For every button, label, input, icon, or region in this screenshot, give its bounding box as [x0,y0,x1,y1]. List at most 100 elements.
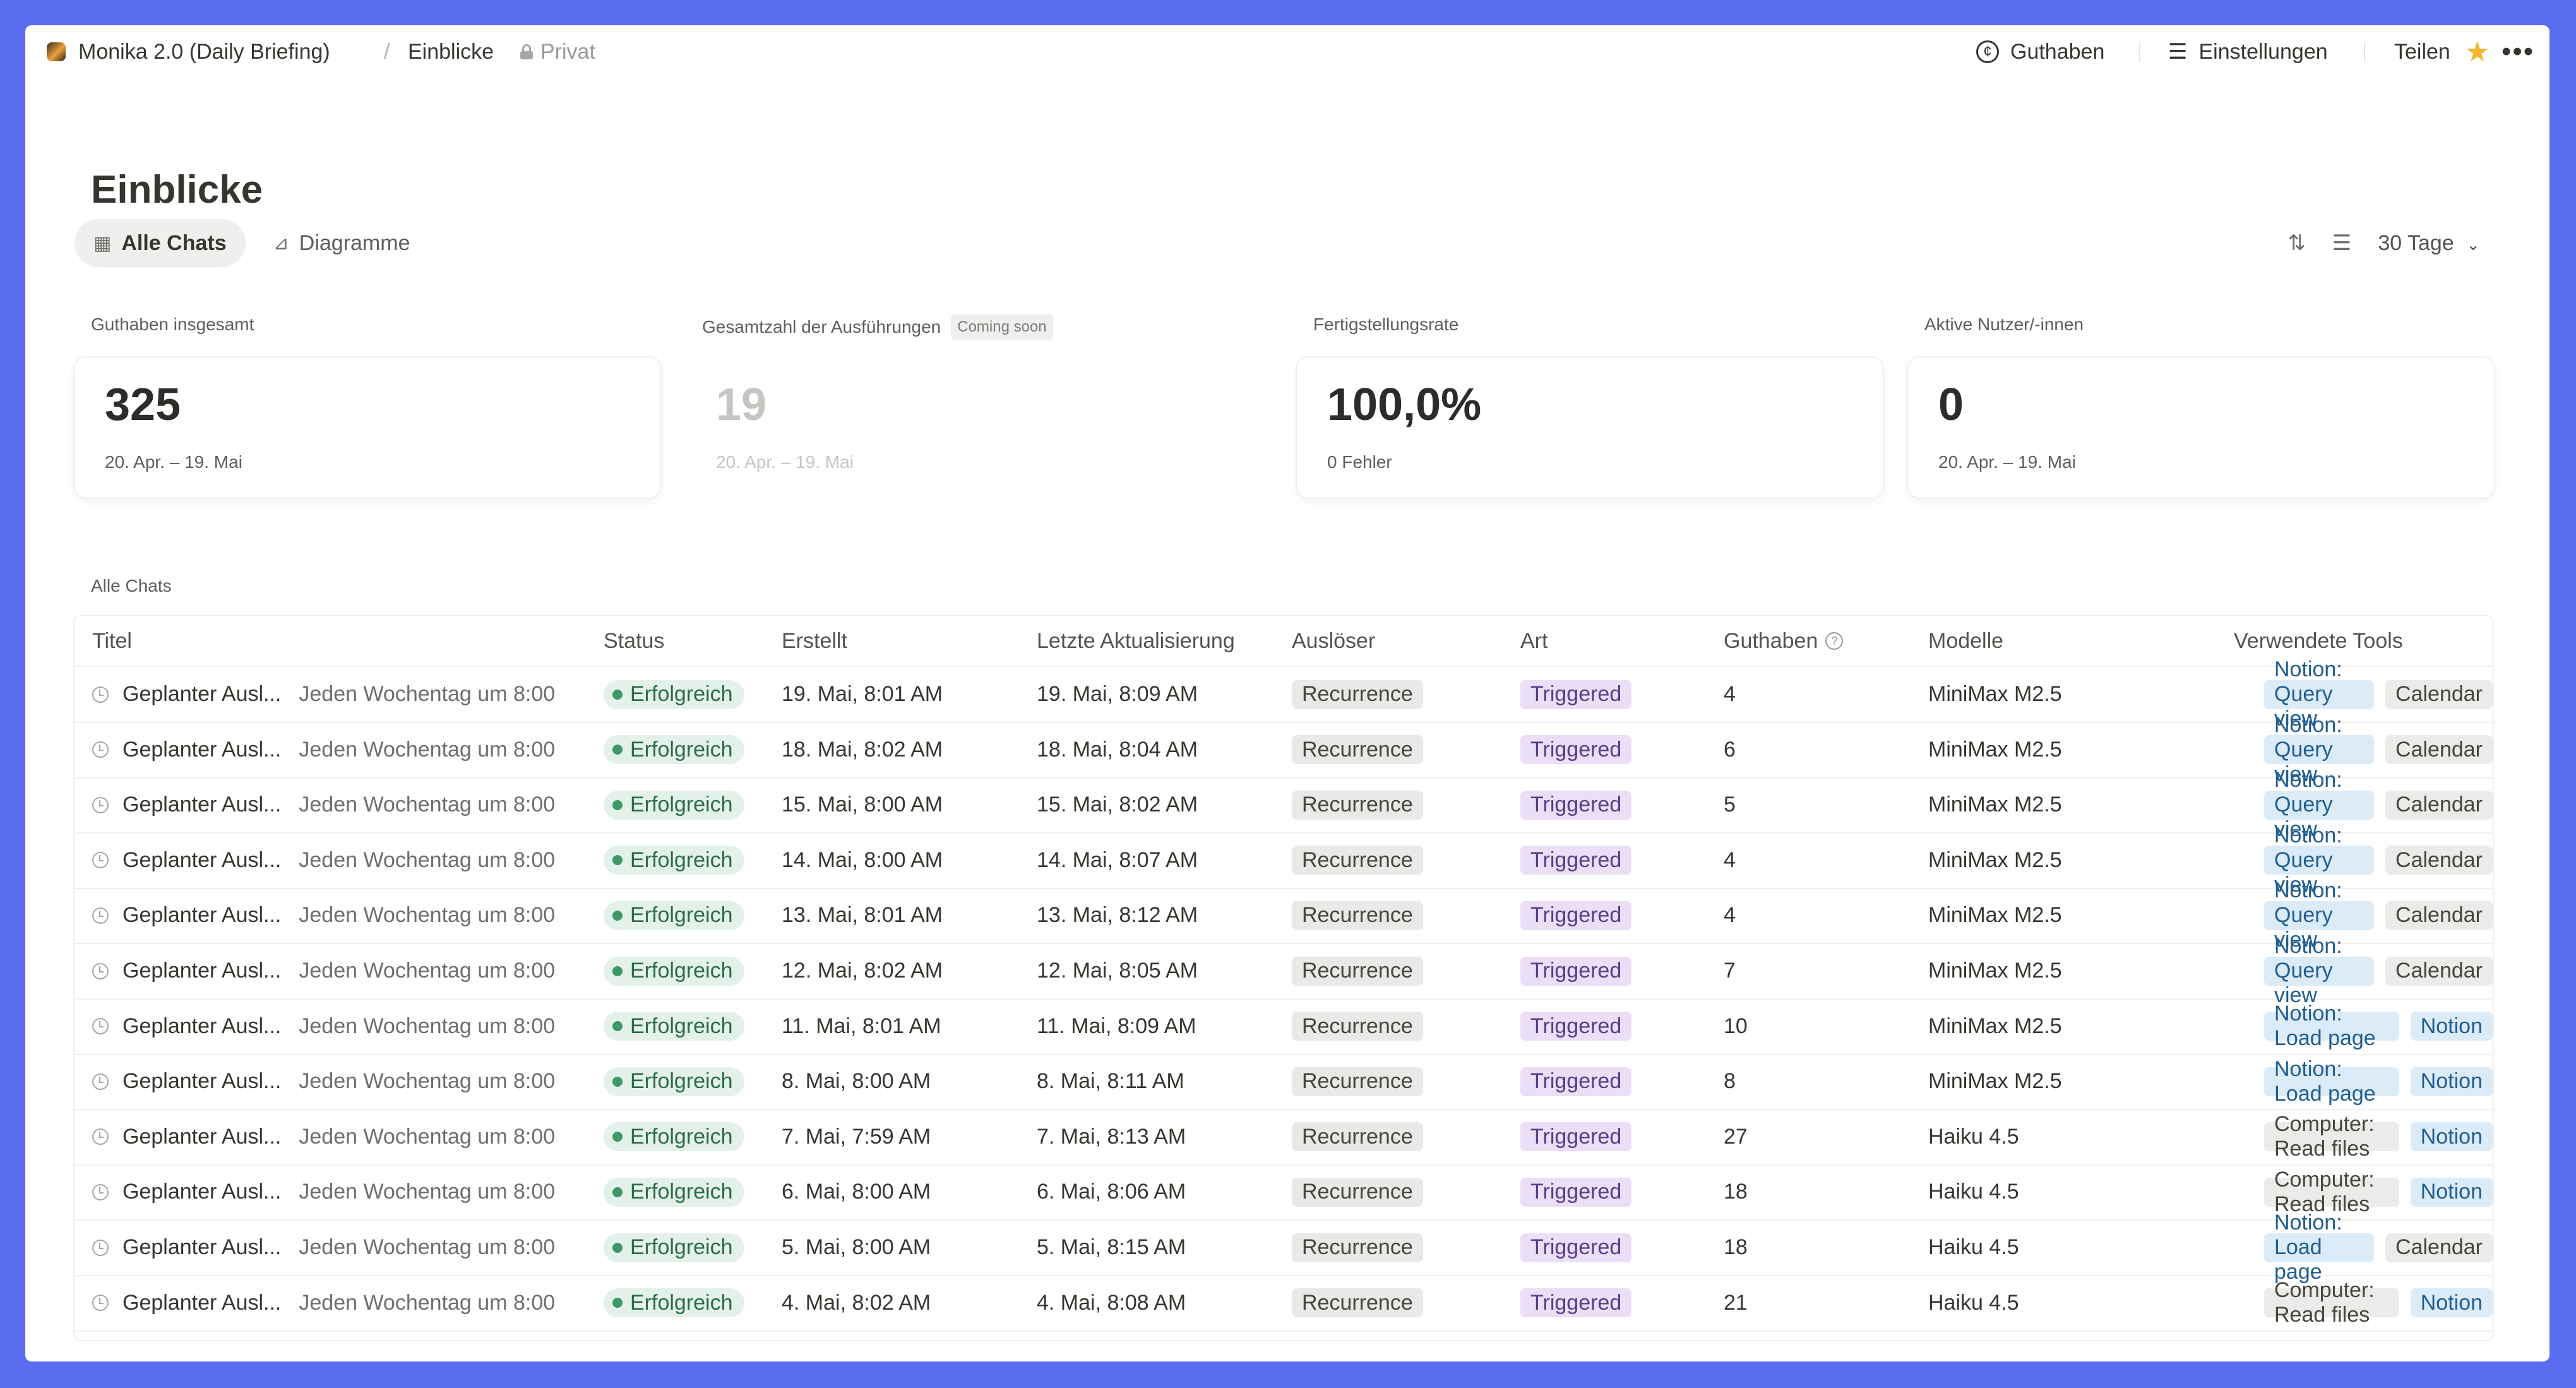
col-status[interactable]: Status [604,628,665,653]
table-row[interactable]: Geplanter Ausl... Jeden Wochentag um 8:00… [75,713,2493,786]
col-updated[interactable]: Letzte Aktualisierung [1037,628,1235,653]
col-models[interactable]: Modelle [1928,628,2004,653]
col-title[interactable]: Titel [92,628,132,653]
status-dot-icon [612,910,623,921]
view-tabs: ▦ Alle Chats ⊿ Diagramme [75,218,429,268]
type-cell: Triggered [1520,1110,1632,1164]
date-range-label: 30 Tage [2378,230,2454,255]
title-cell[interactable]: Geplanter Ausl... Jeden Wochentag um 8:00 [92,888,585,943]
status-label: Erfolgreich [630,737,733,762]
coin-icon: ¢ [1976,40,1999,63]
chat-title: Geplanter Ausl... [122,903,282,928]
toolbar-divider [2139,42,2140,62]
title-cell[interactable]: Geplanter Ausl... Jeden Wochentag um 8:00 [92,777,585,832]
favorite-star-icon[interactable]: ★ [2465,36,2490,68]
col-tools[interactable]: Verwendete Tools [2234,628,2403,653]
title-cell[interactable]: Geplanter Ausl... Jeden Wochentag um 8:00 [92,1054,585,1109]
filter-icon[interactable]: ☰ [2332,231,2352,255]
col-trigger[interactable]: Auslöser [1292,628,1376,653]
table-row[interactable]: Geplanter Ausl... Jeden Wochentag um 8:00… [75,657,2493,731]
title-cell[interactable]: Geplanter Ausl... Jeden Wochentag um 8:00 [92,667,585,722]
model-cell: Haiku 4.5 [1928,1124,2019,1149]
tool-tag: Computer: Read files [2264,1112,2399,1161]
title-cell[interactable]: Geplanter Ausl... Jeden Wochentag um 8:00 [92,999,585,1054]
more-options-icon[interactable]: ••• [2501,36,2535,67]
updated-cell: 18. Mai, 8:04 AM [1037,737,1198,762]
table-row[interactable]: Geplanter Ausl... Jeden Wochentag um 8:00… [75,1110,2493,1166]
table-row[interactable]: Geplanter Ausl... Jeden Wochentag um 8:00… [75,878,2493,952]
workspace-breadcrumb[interactable]: Monika 2.0 (Daily Briefing) [47,25,330,78]
stat-completion-label: Fertigstellungsrate [1313,314,1459,334]
share-button[interactable]: Teilen [2394,39,2450,64]
status-cell: Erfolgreich [604,667,744,722]
tools-cell: Notion: Load page Calendar [2264,1211,2493,1284]
chat-title: Geplanter Ausl... [122,847,282,872]
title-cell[interactable]: Geplanter Ausl... Jeden Wochentag um 8:00 [92,1164,585,1219]
stat-users-value: 0 [1938,380,1964,430]
breadcrumb-separator: / [384,39,390,64]
stat-runs-range: 20. Apr. – 19. Mai [716,452,854,472]
type-tag: Triggered [1520,900,1632,930]
table-row[interactable]: Geplanter Ausl... Jeden Wochentag um 8:00… [75,1276,2493,1332]
credits-cell: 6 [1724,737,1736,762]
table-row[interactable]: Geplanter Ausl... Jeden Wochentag um 8:00… [75,1054,2493,1111]
title-cell[interactable]: Geplanter Ausl... Jeden Wochentag um 8:00 [92,1110,585,1164]
sort-icon[interactable]: ⇅ [2287,231,2306,255]
title-cell[interactable]: Geplanter Ausl... Jeden Wochentag um 8:00 [92,722,585,777]
created-cell: 8. Mai, 8:00 AM [782,1069,931,1094]
tab-charts[interactable]: ⊿ Diagramme [254,219,429,267]
updated-cell: 19. Mai, 8:09 AM [1037,682,1198,706]
col-created[interactable]: Erstellt [782,628,847,653]
type-tag: Triggered [1520,1233,1632,1262]
tool-tag: Notion: Query view [2264,823,2375,897]
model-cell: MiniMax M2.5 [1928,682,2062,706]
line-chart-icon: ⊿ [273,232,289,254]
table-row[interactable]: Geplanter Ausl... Jeden Wochentag um 8:00… [75,934,2493,1007]
tab-all-chats[interactable]: ▦ Alle Chats [75,219,246,267]
status-badge: Erfolgreich [604,735,744,765]
status-cell: Erfolgreich [604,1220,744,1275]
credits-button[interactable]: ¢ Guthaben [1976,25,2104,78]
tool-tag: Calendar [2385,956,2493,986]
breadcrumb-page[interactable]: Einblicke [408,39,494,64]
updated-cell: 8. Mai, 8:11 AM [1037,1069,1184,1094]
clock-icon [92,1295,109,1312]
settings-button[interactable]: ☰ Einstellungen [2168,25,2328,78]
status-cell: Erfolgreich [604,943,744,998]
title-cell[interactable]: Geplanter Ausl... Jeden Wochentag um 8:00 [92,1220,585,1275]
stat-users-label: Aktive Nutzer/-innen [1924,314,2084,334]
table-row[interactable]: Geplanter Ausl... Jeden Wochentag um 8:00… [75,768,2493,841]
title-cell[interactable]: Geplanter Ausl... Jeden Wochentag um 8:00 [92,943,585,998]
trigger-tag: Recurrence [1292,1122,1423,1152]
title-cell[interactable]: Geplanter Ausl... Jeden Wochentag um 8:00 [92,833,585,888]
credits-cell: 21 [1724,1290,1748,1315]
date-range-dropdown[interactable]: 30 Tage ⌄ [2378,231,2480,256]
privacy-indicator[interactable]: Privat [520,25,595,78]
chat-schedule: Jeden Wochentag um 8:00 [299,1124,556,1149]
status-label: Erfolgreich [630,793,733,817]
type-tag: Triggered [1520,1122,1632,1152]
col-credits-label: Guthaben [1724,628,1818,653]
table-row[interactable]: Geplanter Ausl... Jeden Wochentag um 8:00… [75,1211,2493,1284]
status-label: Erfolgreich [630,682,733,706]
trigger-cell: Recurrence [1292,1220,1423,1275]
chat-title: Geplanter Ausl... [122,1069,282,1094]
title-cell[interactable]: Geplanter Ausl... Jeden Wochentag um 8:00 [92,1276,585,1331]
status-cell: Erfolgreich [604,999,744,1054]
type-cell: Triggered [1520,667,1632,722]
tab-charts-label: Diagramme [299,230,410,255]
tool-tag: Calendar [2385,846,2493,875]
model-cell: MiniMax M2.5 [1928,793,2062,817]
table-row[interactable]: Geplanter Ausl... Jeden Wochentag um 8:00… [75,823,2493,897]
help-icon[interactable]: ? [1825,632,1844,650]
status-label: Erfolgreich [630,1069,733,1094]
col-credits[interactable]: Guthaben ? [1724,616,1844,666]
col-type[interactable]: Art [1520,628,1548,653]
model-cell: MiniMax M2.5 [1928,903,2062,928]
table-row[interactable]: Geplanter Ausl... Jeden Wochentag um 8:00… [75,999,2493,1055]
updated-cell: 4. Mai, 8:08 AM [1037,1290,1186,1315]
table-row[interactable]: Geplanter Ausl... Jeden Wochentag um 8:00… [75,1164,2493,1221]
chat-schedule: Jeden Wochentag um 8:00 [299,847,556,872]
tools-cell: Notion: Query view Calendar [2264,713,2493,786]
stat-completion-errors: 0 Fehler [1327,452,1392,472]
